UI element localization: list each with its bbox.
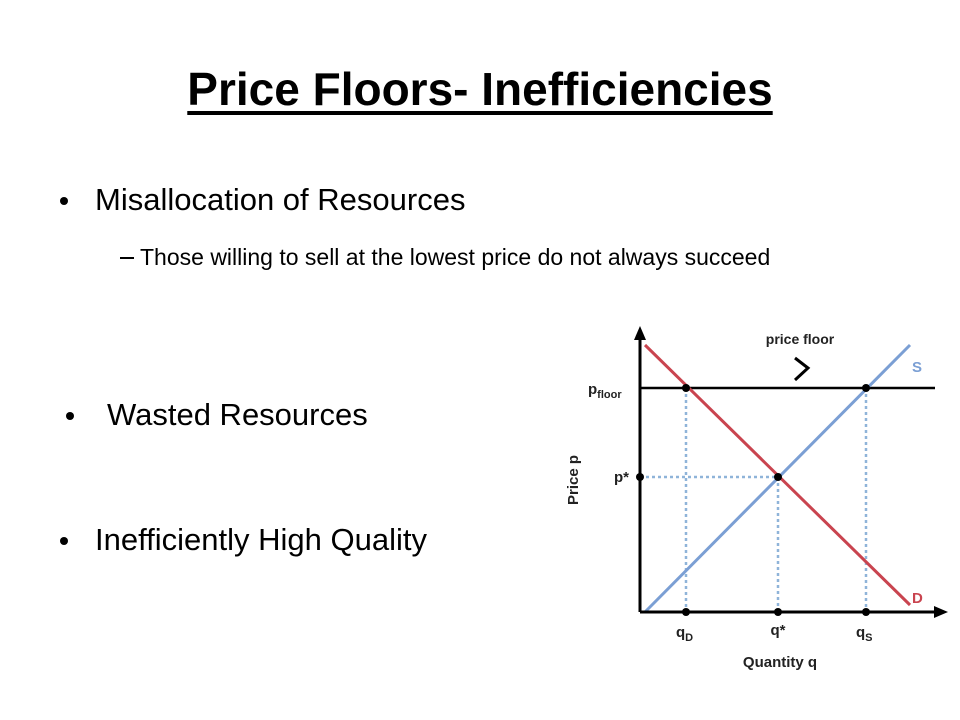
label-sub: D (685, 632, 693, 644)
axis-value-label: q* (771, 622, 786, 639)
label-main: p (588, 381, 597, 398)
x-axis-title: Quantity q (743, 654, 817, 671)
label-main: q (856, 624, 865, 641)
callout-label: price floor (766, 331, 835, 347)
axis-value-label: pfloor (588, 381, 622, 401)
bullet-text: Wasted Resources (107, 397, 368, 432)
label-main: q (676, 624, 685, 641)
bullet (66, 412, 74, 420)
point (636, 473, 644, 481)
sub-bullet-text: Those willing to sell at the lowest pric… (140, 244, 771, 270)
curve-label: D (912, 590, 923, 607)
axis-value-label: p* (614, 469, 629, 486)
point (682, 384, 690, 392)
point (774, 473, 782, 481)
point (862, 384, 870, 392)
label-sub: floor (597, 389, 622, 401)
point (774, 608, 782, 616)
axis-value-label: qD (676, 624, 693, 644)
axis-value-label: qS (856, 624, 873, 644)
bullet (60, 197, 68, 205)
label-sub: S (865, 632, 872, 644)
y-axis-title: Price p (565, 455, 582, 505)
sub-bullet-dash (120, 257, 134, 259)
curve-label: S (912, 359, 922, 376)
bullet-text: Misallocation of Resources (95, 182, 466, 217)
point (862, 608, 870, 616)
x-axis-arrow (934, 606, 948, 618)
slide-title: Price Floors- Inefficiencies (187, 63, 773, 115)
callout-arrow (793, 356, 811, 382)
y-axis-arrow (634, 326, 646, 340)
bullet (60, 537, 68, 545)
bullet-text: Inefficiently High Quality (95, 522, 427, 557)
point (682, 608, 690, 616)
